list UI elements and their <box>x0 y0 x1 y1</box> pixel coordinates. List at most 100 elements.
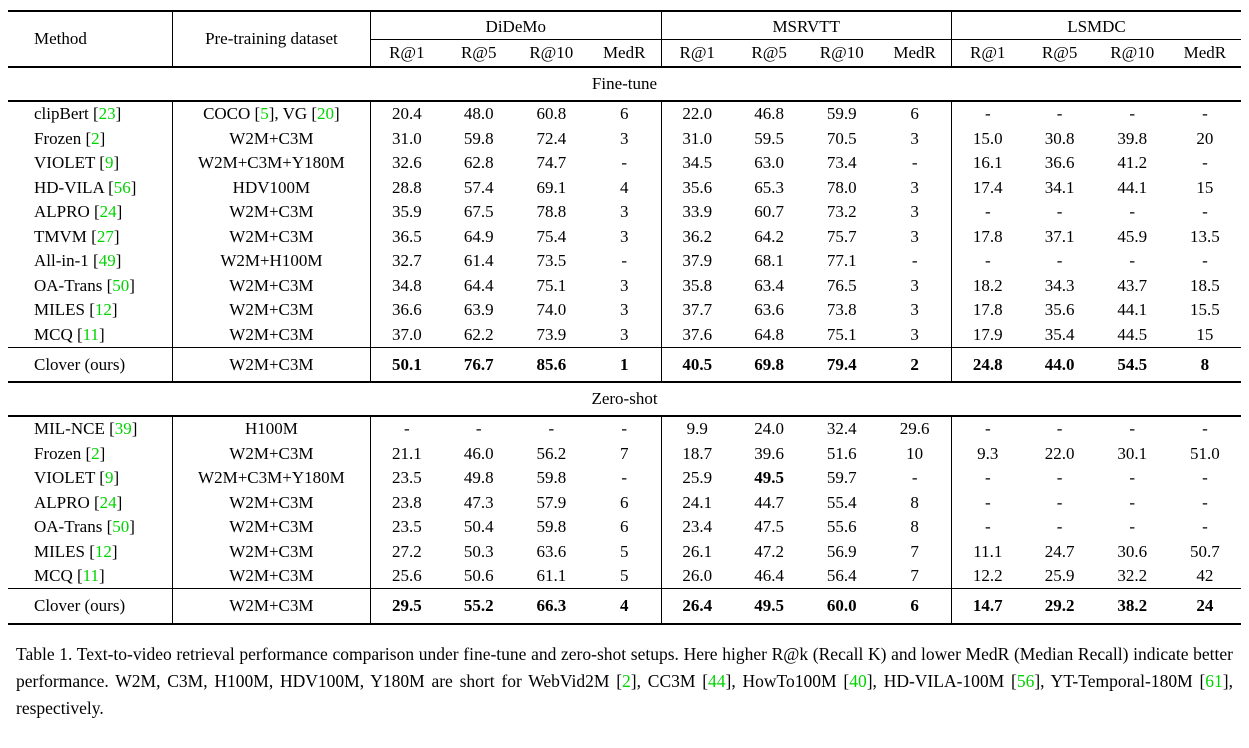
dataset-cell: W2M+C3M <box>172 563 372 589</box>
metric-cell: 47.3 <box>463 492 494 512</box>
method-column-header: Method <box>8 11 173 67</box>
metric-cell: 7 <box>878 563 952 589</box>
citation-link[interactable]: 23 <box>98 104 116 123</box>
metric-cell: 29.5 <box>370 588 443 624</box>
method-cell: Clover (ours) <box>8 346 173 382</box>
metric-cell: 27.2 <box>391 541 422 561</box>
citation-link[interactable]: 56 <box>1016 670 1035 691</box>
metric-cell: 63.6 <box>536 541 567 561</box>
method-cell: MCQ [11] <box>8 563 173 589</box>
metric-cell: 49.5 <box>733 588 806 624</box>
citation-link[interactable]: 20 <box>317 104 335 123</box>
citation-link[interactable]: 5 <box>260 104 269 123</box>
metric-cell: 72.4 <box>536 128 567 148</box>
dataset-cell: HDV100M <box>172 175 372 200</box>
table-row: clipBert [23] COCO [5], VG [20] 20.4 48.0 60… <box>8 100 1241 126</box>
metric-cell: 13.5 <box>1190 226 1220 246</box>
citation-link[interactable]: 2 <box>622 670 631 691</box>
metric-cell: 6 <box>587 514 662 539</box>
citation-link[interactable]: 2 <box>91 443 100 463</box>
citation-link[interactable]: 12 <box>94 541 112 561</box>
citation-link[interactable]: 24 <box>99 202 117 221</box>
metric-cell: - <box>1056 202 1063 221</box>
metric-cell: 29.6 <box>878 415 952 441</box>
dataset-cell: W2M+H100M <box>172 248 372 273</box>
citation-link[interactable]: 50 <box>112 275 130 295</box>
metric-cell: 44.0 <box>1023 346 1096 382</box>
metric-cell: 26.4 <box>661 588 734 624</box>
citation-link[interactable]: 11 <box>82 566 100 585</box>
metric-cell: 46.8 <box>754 104 785 123</box>
metric-cell: 73.8 <box>826 300 857 319</box>
metric-cell: 35.4 <box>1044 324 1075 344</box>
dataset-cell: W2M+C3M <box>172 514 372 539</box>
metric-cell: 6 <box>878 588 952 624</box>
metric-cell: 76.7 <box>442 346 515 382</box>
metric-cell: - <box>984 517 991 536</box>
dataset-cell: W2M+C3M <box>172 126 372 151</box>
metric-cell: - <box>984 251 991 270</box>
method-cell: clipBert [23] <box>8 100 173 126</box>
metric-cell: 6 <box>878 100 952 126</box>
citation-link[interactable]: 2 <box>91 128 100 148</box>
citation-link[interactable]: 61 <box>1205 670 1223 691</box>
metric-cell: 7 <box>878 539 952 564</box>
metric-cell: 63.6 <box>754 300 785 319</box>
metric-cell: 17.9 <box>972 324 1003 344</box>
citation-link[interactable]: 9 <box>104 153 114 172</box>
table-row: VIOLET [9] W2M+C3M+Y180M 23.5 49.8 59.8 - 25.9… <box>8 465 1241 490</box>
citation-link[interactable]: 56 <box>113 177 131 197</box>
metric-cell: 65.3 <box>754 177 785 197</box>
table-row: TMVM [27] W2M+C3M 36.5 64.9 75.4 3 36.2 64.2 75.… <box>8 224 1241 249</box>
metric-cell: 20.4 <box>391 104 422 123</box>
metric-cell: 37.7 <box>682 300 713 319</box>
metric-cell: 5 <box>587 539 662 564</box>
pretraining-column-header: Pre-training dataset <box>172 11 372 67</box>
dataset-cell: W2M+C3M <box>172 539 372 564</box>
metric-cell: 44.1 <box>1117 177 1148 197</box>
metric-cell: 28.8 <box>391 177 422 197</box>
citation-link[interactable]: 39 <box>114 419 132 438</box>
metric-cell: 8 <box>878 514 952 539</box>
metric-cell: 24.1 <box>682 492 713 512</box>
citation-link[interactable]: 9 <box>104 468 114 487</box>
metric-cell: 29.2 <box>1023 588 1096 624</box>
metric-cell: 68.1 <box>754 251 785 270</box>
table-row: ALPRO [24] W2M+C3M 23.8 47.3 57.9 6 24.1 44.7 55… <box>8 490 1241 515</box>
citation-link[interactable]: 49 <box>98 251 116 270</box>
citation-link[interactable]: 40 <box>849 670 867 691</box>
citation-link[interactable]: 50 <box>112 517 130 536</box>
table-row: VIOLET [9] W2M+C3M+Y180M 32.6 62.8 74.7 - 34.5… <box>8 150 1241 175</box>
metric-cell: - <box>1056 251 1063 270</box>
metric-cell: 78.0 <box>826 177 857 197</box>
method-cell: Clover (ours) <box>8 588 173 624</box>
table-row: OA-Trans [50] W2M+C3M 34.8 64.4 75.1 3 35.8 63.… <box>8 273 1241 298</box>
citation-link[interactable]: 27 <box>96 226 114 246</box>
dataset-cell: W2M+C3M <box>172 322 372 347</box>
metric-cell: 24.7 <box>1044 541 1075 561</box>
metric-cell: - <box>878 465 952 490</box>
method-cell: MCQ [11] <box>8 322 173 347</box>
metric-cell: 7 <box>587 441 662 466</box>
metric-cell: 25.9 <box>682 468 713 487</box>
table-row: Frozen [2] W2M+C3M 21.1 46.0 56.2 7 18.7 39.6 51… <box>8 441 1241 466</box>
citation-link[interactable]: 11 <box>82 324 100 344</box>
table-row: MILES [12] W2M+C3M 36.6 63.9 74.0 3 37.7 63.6 73… <box>8 297 1241 322</box>
table-row: MIL-NCE [39] H100M - - - - 9.9 24.0 32.4 29.6 - - - - <box>8 415 1241 441</box>
metric-cell: 3 <box>878 322 952 347</box>
metric-cell: 2 <box>878 346 952 382</box>
metric-cell: 36.6 <box>1044 153 1075 172</box>
citation-link[interactable]: 44 <box>708 670 726 691</box>
metric-cell: 39.6 <box>754 443 785 463</box>
metric-cell: 63.4 <box>754 275 785 295</box>
metric-cell: 4 <box>587 175 662 200</box>
metric-cell: 60.7 <box>754 202 785 221</box>
metric-cell: - <box>1129 251 1136 270</box>
citation-link[interactable]: 12 <box>94 300 112 319</box>
metric-cell: 6 <box>587 100 662 126</box>
metric-cell: 15.5 <box>1190 300 1220 319</box>
metric-cell: 63.0 <box>754 153 785 172</box>
metric-cell: 3 <box>878 126 952 151</box>
citation-link[interactable]: 24 <box>99 492 117 512</box>
metric-cell: 50.6 <box>463 566 494 585</box>
